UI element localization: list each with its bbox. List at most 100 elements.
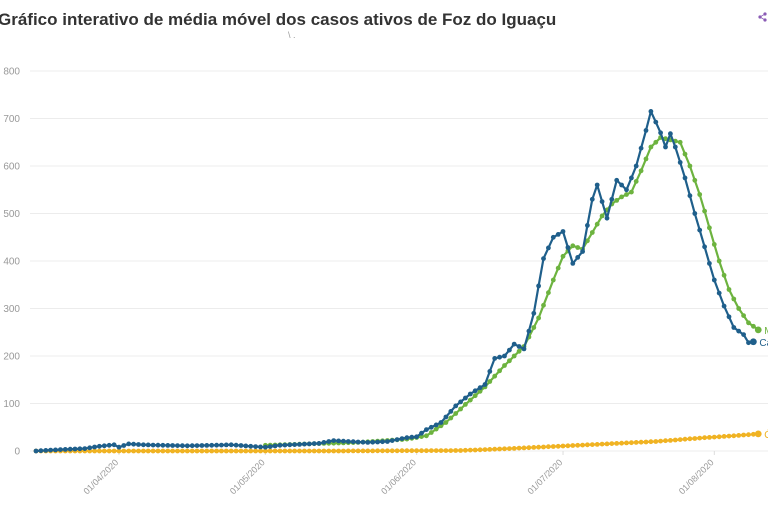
- data-point[interactable]: [575, 442, 581, 448]
- data-point[interactable]: [555, 443, 561, 449]
- data-point[interactable]: [497, 446, 502, 452]
- data-point[interactable]: [546, 444, 551, 450]
- data-point[interactable]: [746, 340, 751, 346]
- data-point[interactable]: [477, 388, 483, 394]
- data-point[interactable]: [599, 213, 605, 219]
- data-point[interactable]: [653, 119, 659, 125]
- data-point[interactable]: [614, 198, 620, 203]
- data-point[interactable]: [33, 448, 39, 454]
- data-point[interactable]: [516, 445, 522, 451]
- data-point[interactable]: [721, 303, 727, 309]
- data-point[interactable]: [277, 442, 283, 448]
- data-point[interactable]: [238, 443, 244, 448]
- data-point[interactable]: [648, 109, 654, 114]
- data-point[interactable]: [560, 443, 566, 449]
- data-point[interactable]: [477, 385, 483, 391]
- data-point[interactable]: [560, 229, 566, 234]
- data-point[interactable]: [165, 448, 171, 454]
- data-point[interactable]: [541, 256, 546, 261]
- data-point[interactable]: [428, 430, 434, 435]
- data-point[interactable]: [516, 344, 522, 349]
- data-point[interactable]: [677, 437, 683, 442]
- data-point[interactable]: [487, 447, 493, 452]
- data-point[interactable]: [463, 395, 468, 401]
- data-point[interactable]: [589, 196, 595, 202]
- data-point[interactable]: [716, 258, 722, 264]
- data-point[interactable]: [101, 448, 107, 454]
- data-point[interactable]: [287, 448, 293, 454]
- data-point[interactable]: [619, 182, 624, 188]
- data-point[interactable]: [131, 441, 137, 447]
- data-point[interactable]: [477, 447, 483, 453]
- data-point[interactable]: [336, 438, 341, 444]
- data-point[interactable]: [702, 208, 707, 214]
- data-point[interactable]: [155, 448, 161, 454]
- data-point[interactable]: [599, 441, 605, 447]
- data-point[interactable]: [624, 187, 629, 193]
- data-point[interactable]: [560, 253, 566, 259]
- data-point[interactable]: [741, 313, 746, 318]
- share-icon[interactable]: [757, 11, 768, 22]
- data-point[interactable]: [672, 437, 678, 443]
- data-point[interactable]: [687, 436, 693, 442]
- data-point[interactable]: [575, 245, 581, 250]
- data-point[interactable]: [360, 439, 366, 445]
- data-point[interactable]: [365, 440, 371, 445]
- data-point[interactable]: [526, 328, 532, 334]
- data-point[interactable]: [746, 432, 751, 438]
- data-point[interactable]: [150, 448, 156, 454]
- data-point[interactable]: [160, 442, 166, 448]
- data-point[interactable]: [331, 448, 337, 454]
- data-point[interactable]: [243, 443, 249, 449]
- data-point[interactable]: [209, 442, 215, 448]
- data-point[interactable]: [643, 156, 649, 162]
- data-point[interactable]: [629, 175, 634, 181]
- data-point[interactable]: [424, 427, 429, 432]
- data-point[interactable]: [653, 439, 659, 444]
- data-point[interactable]: [687, 193, 693, 199]
- data-point[interactable]: [633, 440, 639, 445]
- data-point[interactable]: [555, 232, 561, 237]
- data-point[interactable]: [223, 448, 229, 454]
- data-point[interactable]: [570, 261, 576, 266]
- data-point[interactable]: [302, 448, 307, 454]
- data-point[interactable]: [707, 225, 712, 231]
- data-point[interactable]: [536, 315, 541, 321]
- data-point[interactable]: [482, 382, 488, 387]
- data-point[interactable]: [62, 447, 68, 452]
- data-point[interactable]: [648, 439, 654, 445]
- data-point[interactable]: [209, 448, 215, 454]
- data-point[interactable]: [716, 434, 722, 440]
- data-point[interactable]: [619, 194, 624, 200]
- data-point[interactable]: [101, 443, 107, 449]
- data-point[interactable]: [531, 325, 537, 330]
- data-point[interactable]: [355, 448, 361, 454]
- data-point[interactable]: [297, 442, 302, 447]
- data-point[interactable]: [482, 447, 488, 452]
- data-point[interactable]: [677, 160, 683, 165]
- data-point[interactable]: [746, 320, 751, 326]
- data-point[interactable]: [428, 448, 434, 453]
- data-point[interactable]: [155, 442, 161, 448]
- data-point[interactable]: [487, 369, 493, 374]
- data-point[interactable]: [467, 447, 473, 453]
- data-point[interactable]: [287, 442, 293, 448]
- data-point[interactable]: [507, 358, 512, 364]
- data-point[interactable]: [453, 411, 459, 416]
- data-point[interactable]: [170, 443, 176, 448]
- data-point[interactable]: [550, 277, 556, 283]
- data-point[interactable]: [438, 423, 444, 429]
- data-point[interactable]: [624, 192, 629, 197]
- data-point[interactable]: [511, 353, 517, 359]
- data-point[interactable]: [599, 199, 605, 205]
- data-point[interactable]: [711, 277, 717, 283]
- data-point[interactable]: [658, 438, 663, 444]
- data-point[interactable]: [365, 448, 371, 454]
- data-point[interactable]: [443, 420, 449, 425]
- data-point[interactable]: [184, 448, 190, 454]
- data-point[interactable]: [638, 439, 644, 445]
- data-point[interactable]: [502, 363, 507, 368]
- data-point[interactable]: [526, 445, 532, 451]
- data-point[interactable]: [404, 448, 410, 454]
- data-point[interactable]: [707, 261, 712, 266]
